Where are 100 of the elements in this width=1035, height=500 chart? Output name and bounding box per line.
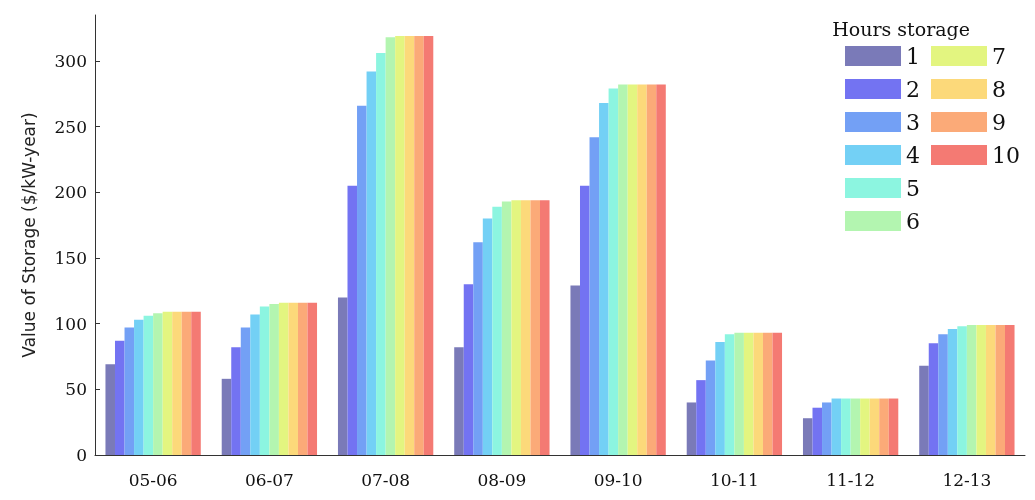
bar — [221, 378, 232, 455]
bar — [162, 311, 173, 455]
bar — [530, 200, 541, 455]
bar — [985, 324, 996, 455]
bar — [696, 380, 706, 455]
y-tick-label: 0 — [76, 445, 87, 465]
bar — [347, 185, 358, 455]
x-tick-label: 05-06 — [128, 469, 178, 490]
bar — [580, 185, 590, 455]
bar — [454, 347, 464, 455]
legend-label: 7 — [992, 43, 1007, 69]
bar — [423, 36, 434, 455]
bar — [511, 200, 521, 455]
bar — [705, 360, 716, 455]
legend-label: 8 — [992, 76, 1007, 102]
y-tick-label: 150 — [54, 247, 87, 268]
y-tick-label: 250 — [54, 116, 87, 137]
bar — [879, 398, 889, 455]
bar — [802, 418, 813, 455]
bar — [831, 398, 842, 455]
bar — [938, 334, 948, 455]
bar — [357, 105, 367, 455]
y-axis-title: Value of Storage ($/kW-year) — [18, 112, 39, 358]
bar — [589, 137, 600, 455]
bar — [947, 328, 958, 455]
bar — [734, 332, 744, 455]
y-tick-label: 200 — [54, 182, 87, 203]
y-tick-label: 50 — [65, 379, 87, 400]
bar — [966, 324, 977, 455]
x-tick-label: 07-08 — [361, 469, 411, 490]
bar — [743, 332, 754, 455]
bar — [473, 242, 483, 455]
x-tick-label: 06-07 — [244, 469, 294, 490]
bar — [124, 327, 135, 455]
bar — [724, 334, 735, 455]
legend-label: 3 — [906, 109, 921, 135]
bar — [366, 71, 377, 455]
bar — [105, 364, 115, 455]
legend-label: 10 — [992, 142, 1021, 168]
bar — [850, 398, 861, 455]
bar — [637, 84, 647, 455]
bar — [404, 36, 415, 455]
bar — [1005, 324, 1015, 455]
bar — [646, 84, 657, 455]
legend-label: 1 — [906, 43, 921, 69]
bar — [976, 324, 986, 455]
bar — [841, 398, 851, 455]
bar — [869, 398, 880, 455]
bar — [957, 326, 967, 455]
bar — [395, 36, 405, 455]
bar — [134, 319, 144, 455]
legend-label: 9 — [992, 109, 1007, 135]
bar — [570, 285, 580, 455]
bar — [337, 297, 348, 455]
bar — [143, 315, 154, 455]
bar — [540, 200, 550, 455]
x-tick-label: 12-13 — [942, 469, 992, 490]
bar — [269, 303, 279, 455]
bar — [307, 302, 318, 455]
bar — [995, 324, 1006, 455]
bar — [240, 327, 251, 455]
bar — [618, 84, 628, 455]
y-tick-label: 300 — [54, 50, 87, 71]
y-tick-label: 100 — [54, 313, 87, 334]
bar — [888, 398, 899, 455]
bar — [278, 302, 289, 455]
bar — [376, 53, 386, 455]
bar — [753, 332, 763, 455]
bar — [385, 37, 396, 455]
bar — [715, 342, 725, 455]
bar — [288, 302, 298, 455]
bar — [928, 343, 939, 455]
bar — [627, 84, 638, 455]
bar — [181, 311, 192, 455]
x-tick-label: 11-12 — [826, 469, 876, 490]
legend-label: 6 — [906, 208, 921, 234]
x-tick-label: 09-10 — [593, 469, 643, 490]
bar — [686, 402, 697, 455]
legend-label: 4 — [906, 142, 921, 168]
bar — [231, 347, 241, 455]
bar — [259, 306, 270, 455]
bar — [860, 398, 870, 455]
x-tick-label: 10-11 — [709, 469, 759, 490]
legend-label: 2 — [906, 76, 921, 102]
bar — [822, 402, 832, 455]
bar — [153, 313, 163, 455]
bar — [172, 311, 182, 455]
bar — [812, 407, 823, 455]
bar — [919, 365, 929, 455]
bar — [608, 88, 619, 455]
x-tick-label: 08-09 — [477, 469, 527, 490]
bar — [482, 218, 493, 455]
legend-title: Hours storage — [832, 17, 971, 40]
bar — [492, 206, 502, 455]
bar — [414, 36, 424, 455]
bar — [762, 332, 773, 455]
bar — [115, 340, 125, 455]
bar — [772, 332, 783, 455]
bar — [191, 311, 201, 455]
bar — [501, 201, 512, 455]
